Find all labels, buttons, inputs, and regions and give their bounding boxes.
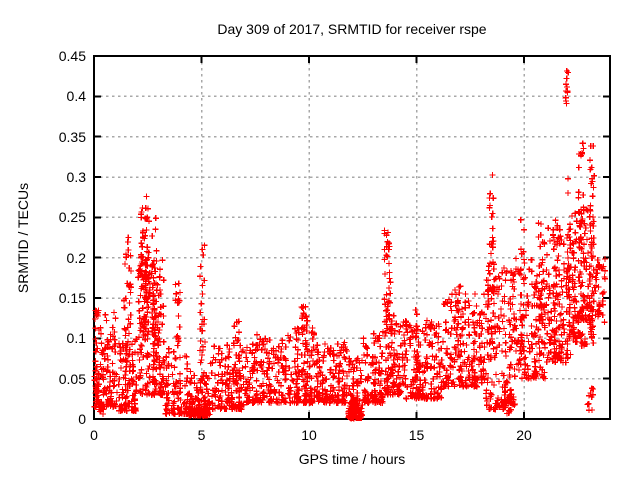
y-tick-label: 0 (78, 411, 86, 427)
x-tick-label: 20 (516, 427, 532, 443)
y-tick-label: 0.35 (58, 128, 86, 145)
chart-title: Day 309 of 2017, SRMTID for receiver rsp… (217, 21, 487, 37)
x-tick-label: 10 (301, 427, 317, 443)
x-tick-label: 0 (90, 427, 98, 443)
y-tick-label: 0.4 (66, 88, 86, 105)
y-tick-label: 0.1 (66, 330, 86, 347)
x-tick-label: 5 (197, 427, 206, 443)
y-tick-label: 0.45 (58, 48, 86, 64)
y-tick-label: 0.3 (66, 169, 86, 185)
y-tick-label: 0.15 (58, 290, 86, 306)
x-axis-title: GPS time / hours (298, 451, 406, 467)
y-tick-label: 0.25 (58, 209, 86, 226)
y-axis-title: SRMTID / TECUs (15, 182, 31, 294)
x-tick-label: 15 (408, 427, 425, 443)
y-tick-label: 0.2 (66, 249, 86, 266)
data-points (91, 67, 609, 422)
y-tick-label: 0.05 (58, 370, 86, 387)
